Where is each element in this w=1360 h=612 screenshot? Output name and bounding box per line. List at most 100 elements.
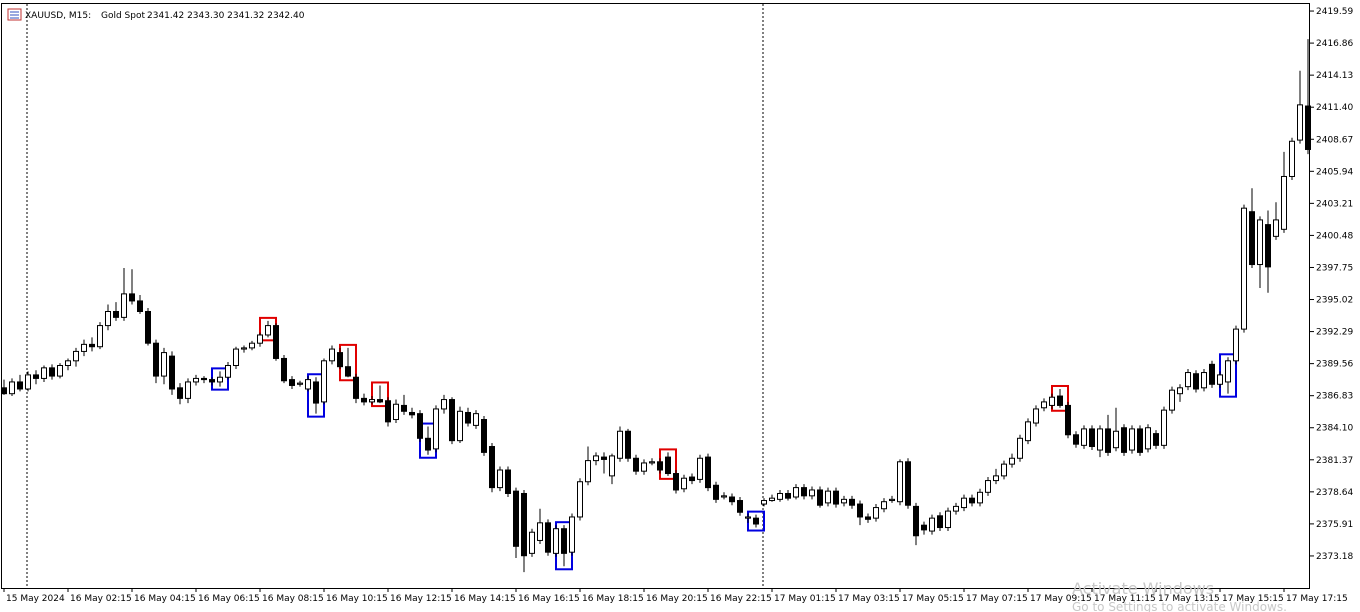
candle-body <box>785 492 791 499</box>
candle-body <box>345 366 351 377</box>
candle-body <box>729 496 735 503</box>
candle-body <box>33 374 39 379</box>
y-tick-label: 2405.94 <box>1316 167 1353 177</box>
candle-body <box>593 455 599 462</box>
candle-body <box>609 455 615 477</box>
candle-body <box>905 461 911 506</box>
candle-body <box>745 516 751 519</box>
watermark-subtitle: Go to Settings to activate Windows. <box>1072 600 1287 612</box>
x-tick-label: 17 May 07:15 <box>966 594 1028 604</box>
candle-body <box>1233 328 1239 362</box>
candle-body <box>1281 175 1287 230</box>
x-tick-label: 16 May 08:15 <box>262 594 324 604</box>
candle-body <box>721 495 727 498</box>
candle-body <box>105 310 111 327</box>
y-tick-label: 2400.48 <box>1316 231 1353 241</box>
candle-body <box>361 397 367 403</box>
x-tick-label: 16 May 06:15 <box>198 594 260 604</box>
candle-body <box>1121 427 1127 453</box>
candle-body <box>665 456 671 475</box>
y-tick-label: 2381.37 <box>1316 456 1353 466</box>
candle-body <box>529 531 535 554</box>
watermark-title: Activate Windows <box>1072 579 1214 598</box>
x-tick-label: 16 May 12:15 <box>390 594 452 604</box>
candle-body <box>697 457 703 480</box>
candle-body <box>161 352 167 377</box>
candle-body <box>409 411 415 416</box>
candle-body <box>641 462 647 472</box>
candle-body <box>689 476 695 482</box>
candle-body <box>449 399 455 442</box>
candle-body <box>585 460 591 483</box>
x-tick-label: 17 May 09:15 <box>1030 594 1092 604</box>
candle-body <box>89 343 95 348</box>
candle-body <box>625 430 631 459</box>
x-tick-label: 17 May 11:15 <box>1094 594 1156 604</box>
candle-body <box>65 360 71 367</box>
candle-body <box>753 517 759 525</box>
candle-body <box>233 348 239 367</box>
candle-body <box>1161 409 1167 446</box>
candle-body <box>761 500 767 505</box>
candle-body <box>1001 463 1007 477</box>
candle-body <box>1009 457 1015 465</box>
candle-body <box>1129 428 1135 451</box>
symbol-icon <box>7 8 22 21</box>
candle-body <box>1289 140 1295 177</box>
candle-body <box>313 381 319 404</box>
candle-body <box>825 490 831 504</box>
candle-body <box>929 517 935 532</box>
candle-body <box>985 480 991 493</box>
candle-body <box>1033 408 1039 424</box>
candle-body <box>113 310 119 318</box>
candle-body <box>1073 434 1079 445</box>
y-tick-label: 2386.83 <box>1316 392 1353 402</box>
y-tick-label: 2384.10 <box>1316 424 1353 434</box>
candle-body <box>217 376 223 383</box>
candle-body <box>321 360 327 403</box>
candle-body <box>945 510 951 529</box>
candle-body <box>545 522 551 553</box>
candle-body <box>225 365 231 378</box>
candle-body <box>457 410 463 442</box>
candle-body <box>817 489 823 506</box>
candle-body <box>1273 219 1279 237</box>
candle-body <box>833 490 839 505</box>
candle-body <box>801 487 807 497</box>
candle-body <box>881 501 887 510</box>
candle-body <box>769 497 775 502</box>
description: Gold Spot <box>101 11 145 21</box>
candle-body <box>1209 363 1215 385</box>
y-tick-label: 2395.02 <box>1316 296 1353 306</box>
candle-body <box>705 456 711 489</box>
candle-body <box>657 461 663 471</box>
candle-body <box>889 498 895 502</box>
candle-body <box>185 381 191 399</box>
candle-body <box>1265 224 1271 268</box>
y-tick-label: 2373.18 <box>1316 552 1353 562</box>
candle-body <box>1049 396 1055 406</box>
candle-body <box>1153 433 1159 446</box>
candle-body <box>129 293 135 302</box>
candle-body <box>385 400 391 423</box>
candle-body <box>617 430 623 459</box>
x-tick-label: 15 May 2024 <box>6 594 65 604</box>
candle-body <box>265 325 271 336</box>
x-tick-label: 16 May 20:15 <box>646 594 708 604</box>
candle-body <box>649 461 655 464</box>
candle-body <box>481 419 487 453</box>
candle-body <box>673 473 679 491</box>
y-tick-label: 2378.64 <box>1316 488 1353 498</box>
candle-body <box>601 456 607 460</box>
candle-body <box>865 516 871 520</box>
quote: 2341.42 2343.30 2341.32 2342.40 <box>147 11 305 21</box>
candle-body <box>1225 360 1231 383</box>
candle-body <box>417 413 423 439</box>
candle-body <box>273 325 279 359</box>
candle-body <box>1025 421 1031 442</box>
candle-body <box>433 408 439 450</box>
candle-body <box>121 293 127 318</box>
candle-body <box>1089 428 1095 448</box>
